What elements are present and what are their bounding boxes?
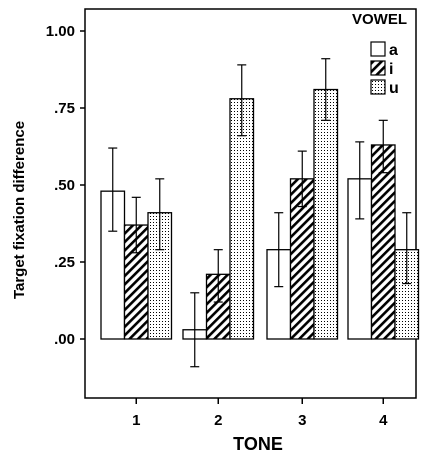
legend: VOWEL aiu <box>352 11 407 97</box>
x-tick-label: 1 <box>132 412 140 429</box>
error-bars-group <box>108 58 412 368</box>
x-tick-label: 2 <box>214 412 222 429</box>
y-tick-label: .75 <box>54 100 75 117</box>
y-tick-label: .00 <box>54 331 75 348</box>
y-axis-title: Target fixation difference <box>11 121 28 299</box>
legend-label-u: u <box>389 80 399 97</box>
legend-label-i: i <box>389 61 393 78</box>
x-tick-label: 4 <box>379 412 388 429</box>
x-axis-title: TONE <box>233 434 283 454</box>
y-axis: .00 .25 .50 .75 1.00 <box>46 23 85 348</box>
legend-label-a: a <box>389 42 398 59</box>
y-tick-label: 1.00 <box>46 23 75 40</box>
legend-swatch-i <box>370 60 386 76</box>
legend-title: VOWEL <box>352 11 407 28</box>
y-tick-label: .25 <box>54 254 75 271</box>
plot-frame <box>84 8 417 399</box>
x-axis: 1 2 3 4 <box>132 398 388 429</box>
legend-swatch-u <box>370 79 386 95</box>
bar-u-tone-3 <box>313 88 339 340</box>
bars-group <box>100 88 420 340</box>
x-tick-label: 3 <box>298 412 306 429</box>
bar-i-tone-4 <box>370 144 396 340</box>
y-tick-label: .50 <box>54 177 75 194</box>
legend-swatch-a <box>370 41 386 57</box>
